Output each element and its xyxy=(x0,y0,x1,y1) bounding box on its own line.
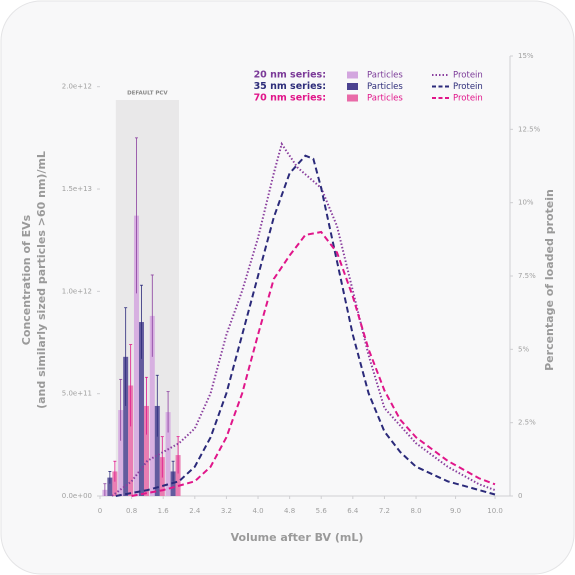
bar xyxy=(112,471,118,496)
y2-tick-label: 2.5% xyxy=(518,419,536,427)
bar xyxy=(107,477,113,496)
bar xyxy=(128,385,134,496)
y2-tick-label: 12.5% xyxy=(518,125,541,133)
y-tick-label: 5.0e+11 xyxy=(62,390,92,398)
bar xyxy=(154,405,160,496)
y2-tick-label: 15% xyxy=(518,52,534,60)
y-axis-title: (and similarly sized particles >60 nm)/m… xyxy=(35,151,48,409)
bar xyxy=(118,410,124,496)
x-tick-label: 1.6 xyxy=(158,507,170,515)
x-axis-title: Volume after BV (mL) xyxy=(231,531,364,544)
y2-tick-label: 10% xyxy=(518,199,534,207)
x-tick-label: 4.0 xyxy=(252,507,263,515)
legend-protein: Protein xyxy=(453,94,483,104)
bar xyxy=(143,405,149,496)
legend-particles: Particles xyxy=(367,71,403,81)
x-tick-label: 5.6 xyxy=(316,507,328,515)
y-tick-label: 1.0e+12 xyxy=(62,287,92,295)
x-tick-label: 3.2 xyxy=(221,507,232,515)
legend-particles: Particles xyxy=(367,94,403,104)
protein-line xyxy=(115,154,496,497)
x-tick-label: 2.4 xyxy=(189,507,201,515)
legend-bar-swatch xyxy=(347,94,358,102)
bar xyxy=(133,215,139,496)
y-tick-label: 0.0e+00 xyxy=(62,492,92,500)
legend-protein: Protein xyxy=(453,82,483,92)
x-tick-label: 4.8 xyxy=(284,507,295,515)
y-tick-label: 2.0e+12 xyxy=(62,83,92,91)
legend-bar-swatch xyxy=(347,83,358,90)
x-tick-label: 8.0 xyxy=(410,507,421,515)
y2-tick-label: 5% xyxy=(518,345,529,353)
legend-particles: Particles xyxy=(367,82,403,92)
x-tick-label: 7.2 xyxy=(379,507,390,515)
legend-bar-swatch xyxy=(347,71,358,79)
y2-axis-title: Percentage of loaded protein xyxy=(543,189,556,371)
x-tick-label: 0.8 xyxy=(126,507,137,515)
x-tick-label: 10.0 xyxy=(487,507,503,515)
y2-tick-label: 7.5% xyxy=(518,272,536,280)
bar xyxy=(149,315,155,496)
pcv-label: DEFAULT PCV xyxy=(127,91,168,97)
bar xyxy=(175,455,181,496)
legend-name: 35 nm series: xyxy=(254,81,326,92)
y2-tick-label: 0 xyxy=(518,492,522,500)
protein-line xyxy=(131,230,496,497)
legend-name: 70 nm series: xyxy=(254,93,326,104)
bar xyxy=(123,356,129,496)
bar xyxy=(165,412,171,496)
protein-line xyxy=(111,141,496,497)
x-tick-label: 9.0 xyxy=(450,507,461,515)
bar xyxy=(138,322,144,496)
legend-protein: Protein xyxy=(453,71,483,81)
x-tick-label: 6.4 xyxy=(347,507,359,515)
y-axis-title: Concentration of EVs xyxy=(20,214,33,345)
legend-name: 20 nm series: xyxy=(254,70,326,81)
x-tick-label: 0 xyxy=(98,507,102,515)
y-tick-label: 1.5e+13 xyxy=(62,185,92,193)
